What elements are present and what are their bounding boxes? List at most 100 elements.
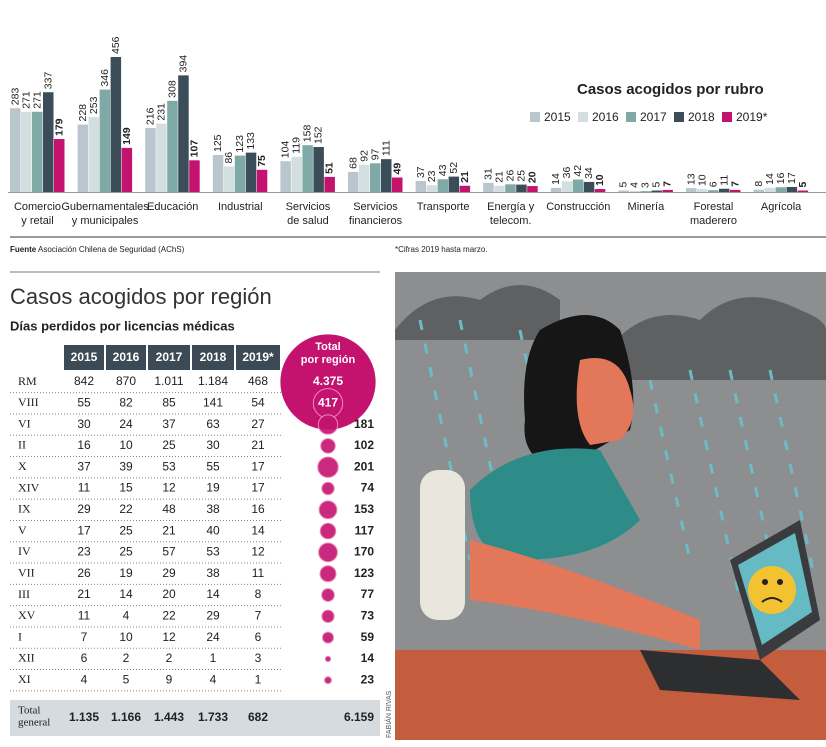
bar bbox=[448, 176, 460, 192]
cell: 842 bbox=[74, 374, 94, 388]
note: *Cifras 2019 hasta marzo. bbox=[395, 245, 488, 254]
total-header: por región bbox=[301, 354, 356, 366]
bar bbox=[459, 185, 471, 192]
category-label: y municipales bbox=[72, 215, 139, 227]
bar bbox=[753, 189, 765, 192]
row-label: XIV bbox=[18, 480, 40, 494]
total-label: 4.375 bbox=[313, 374, 343, 388]
row-label: XI bbox=[18, 672, 31, 686]
credit: FABIÁN RIVAS bbox=[384, 690, 393, 738]
value-label: 8 bbox=[753, 181, 765, 187]
bar bbox=[121, 147, 133, 192]
row-label: II bbox=[18, 438, 26, 452]
bubble bbox=[318, 500, 338, 520]
total-label: 23 bbox=[361, 672, 375, 686]
category-label: Minería bbox=[628, 201, 666, 213]
cell: 19 bbox=[119, 566, 133, 580]
value-label: 49 bbox=[391, 163, 403, 175]
value-label: 253 bbox=[88, 96, 100, 114]
cell: 870 bbox=[116, 374, 136, 388]
cell: 25 bbox=[162, 438, 176, 452]
cell: 11 bbox=[78, 481, 91, 495]
cell: 15 bbox=[119, 481, 133, 495]
total-label: 123 bbox=[354, 566, 374, 580]
value-label: 17 bbox=[786, 172, 798, 184]
cell: 2 bbox=[123, 651, 130, 665]
cell: 55 bbox=[77, 395, 91, 409]
value-label: 86 bbox=[223, 152, 235, 164]
bar bbox=[291, 156, 302, 192]
cell: 48 bbox=[162, 502, 176, 516]
bubble bbox=[319, 522, 337, 540]
legend-swatch bbox=[530, 112, 540, 122]
value-label: 7 bbox=[729, 181, 741, 187]
cell: 5 bbox=[123, 672, 130, 686]
bar bbox=[77, 124, 89, 192]
cell: 29 bbox=[162, 566, 176, 580]
bubble bbox=[324, 676, 332, 685]
category-label: Forestal bbox=[694, 201, 734, 213]
bar bbox=[697, 189, 708, 192]
total-cell: 682 bbox=[248, 710, 268, 724]
cell: 21 bbox=[251, 438, 265, 452]
cell: 1 bbox=[255, 672, 262, 686]
cell: 468 bbox=[248, 374, 268, 388]
source-label: Fuente bbox=[10, 245, 37, 254]
bar bbox=[245, 152, 257, 192]
value-label: 158 bbox=[302, 125, 314, 143]
value-label: 43 bbox=[437, 164, 449, 176]
table-subtitle: Días perdidos por licencias médicas bbox=[10, 318, 235, 333]
row-label: IV bbox=[18, 544, 31, 558]
bar bbox=[640, 191, 651, 192]
bar bbox=[686, 188, 697, 192]
bar bbox=[797, 190, 809, 192]
cell: 21 bbox=[77, 587, 91, 601]
bubble bbox=[321, 609, 335, 623]
legend-label: 2019* bbox=[736, 110, 768, 124]
value-label: 16 bbox=[775, 172, 787, 184]
category-label: Comercio bbox=[14, 201, 61, 213]
row-label: RM bbox=[18, 374, 37, 388]
row-label: XII bbox=[18, 651, 35, 665]
chart-title: Casos acogidos por rubro bbox=[577, 81, 764, 98]
value-label: 6 bbox=[707, 181, 719, 187]
category-label: Educación bbox=[147, 201, 198, 213]
cell: 6 bbox=[81, 651, 88, 665]
bar bbox=[561, 181, 573, 192]
column-header: 2017 bbox=[156, 350, 183, 364]
bar bbox=[313, 147, 324, 192]
value-label: 21 bbox=[459, 171, 471, 183]
column-header: 2019* bbox=[242, 350, 274, 364]
cell: 40 bbox=[206, 523, 220, 537]
cell: 30 bbox=[206, 438, 220, 452]
row-label: III bbox=[18, 587, 30, 601]
value-label: 179 bbox=[53, 118, 65, 136]
cell: 82 bbox=[119, 395, 133, 409]
legend-swatch bbox=[722, 112, 732, 122]
value-label: 149 bbox=[121, 127, 133, 145]
value-label: 42 bbox=[572, 165, 584, 177]
value-label: 31 bbox=[482, 168, 494, 180]
category-label: Servicios bbox=[286, 201, 331, 213]
legend-label: 2016 bbox=[592, 110, 619, 124]
value-label: 75 bbox=[256, 155, 268, 167]
bubble bbox=[321, 631, 335, 644]
bar bbox=[730, 189, 741, 192]
cell: 12 bbox=[162, 630, 176, 644]
cell: 53 bbox=[206, 545, 220, 559]
cell: 53 bbox=[162, 459, 176, 473]
bubble bbox=[318, 542, 338, 563]
legend-swatch bbox=[578, 112, 588, 122]
value-label: 125 bbox=[212, 134, 224, 152]
value-label: 37 bbox=[415, 166, 427, 178]
header-cell bbox=[236, 345, 280, 370]
bar bbox=[167, 100, 178, 192]
value-label: 107 bbox=[188, 140, 200, 158]
value-label: 216 bbox=[144, 107, 156, 125]
bar bbox=[302, 145, 313, 192]
cell: 1.011 bbox=[154, 374, 183, 388]
bar bbox=[426, 185, 438, 192]
bar bbox=[54, 139, 65, 192]
column-header: 2016 bbox=[113, 350, 140, 364]
cell: 24 bbox=[119, 417, 133, 431]
